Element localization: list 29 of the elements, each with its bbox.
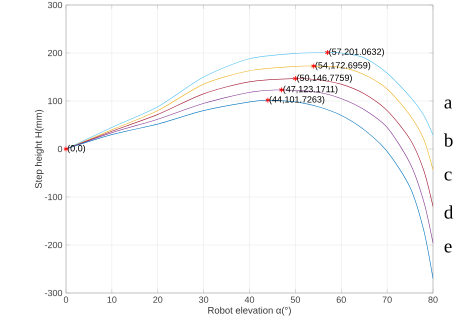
annotation: (0,0) bbox=[68, 144, 86, 154]
y-tick-label: 300 bbox=[48, 2, 62, 8]
annotation: (44,101.7263) bbox=[270, 96, 324, 104]
series-label: a bbox=[444, 100, 452, 109]
x-tick-label: 60 bbox=[336, 296, 346, 303]
x-tick-label: 40 bbox=[244, 296, 254, 303]
annotation: (57,201.0632) bbox=[329, 48, 384, 57]
x-tick-label: 0 bbox=[64, 296, 68, 303]
annotation: (50,146.7759) bbox=[297, 74, 352, 83]
series-label: b bbox=[444, 133, 453, 147]
x-tick-label: 30 bbox=[198, 296, 208, 303]
y-tick-label: -200 bbox=[44, 242, 62, 248]
y-tick-label: -100 bbox=[44, 194, 62, 200]
y-axis-title: Step height H(mm) bbox=[34, 110, 44, 188]
y-tick-label: 0 bbox=[58, 146, 62, 152]
x-axis-title: Robot elevation α(°) bbox=[208, 306, 291, 316]
x-tick-label: 70 bbox=[382, 296, 392, 303]
annotation: (54,172.6959) bbox=[315, 62, 370, 70]
x-tick-label: 80 bbox=[428, 296, 438, 303]
x-tick-label: 20 bbox=[153, 296, 162, 303]
y-tick-label: -300 bbox=[44, 290, 62, 296]
annotation: (47,123.1711) bbox=[283, 86, 338, 94]
x-tick-label: 50 bbox=[290, 296, 300, 303]
series-label: d bbox=[444, 205, 454, 219]
series-label: c bbox=[444, 172, 452, 181]
y-tick-label: 200 bbox=[48, 50, 62, 56]
x-tick-label: 10 bbox=[108, 296, 117, 303]
y-tick-label: 100 bbox=[48, 98, 62, 104]
series-label: e bbox=[444, 244, 452, 253]
